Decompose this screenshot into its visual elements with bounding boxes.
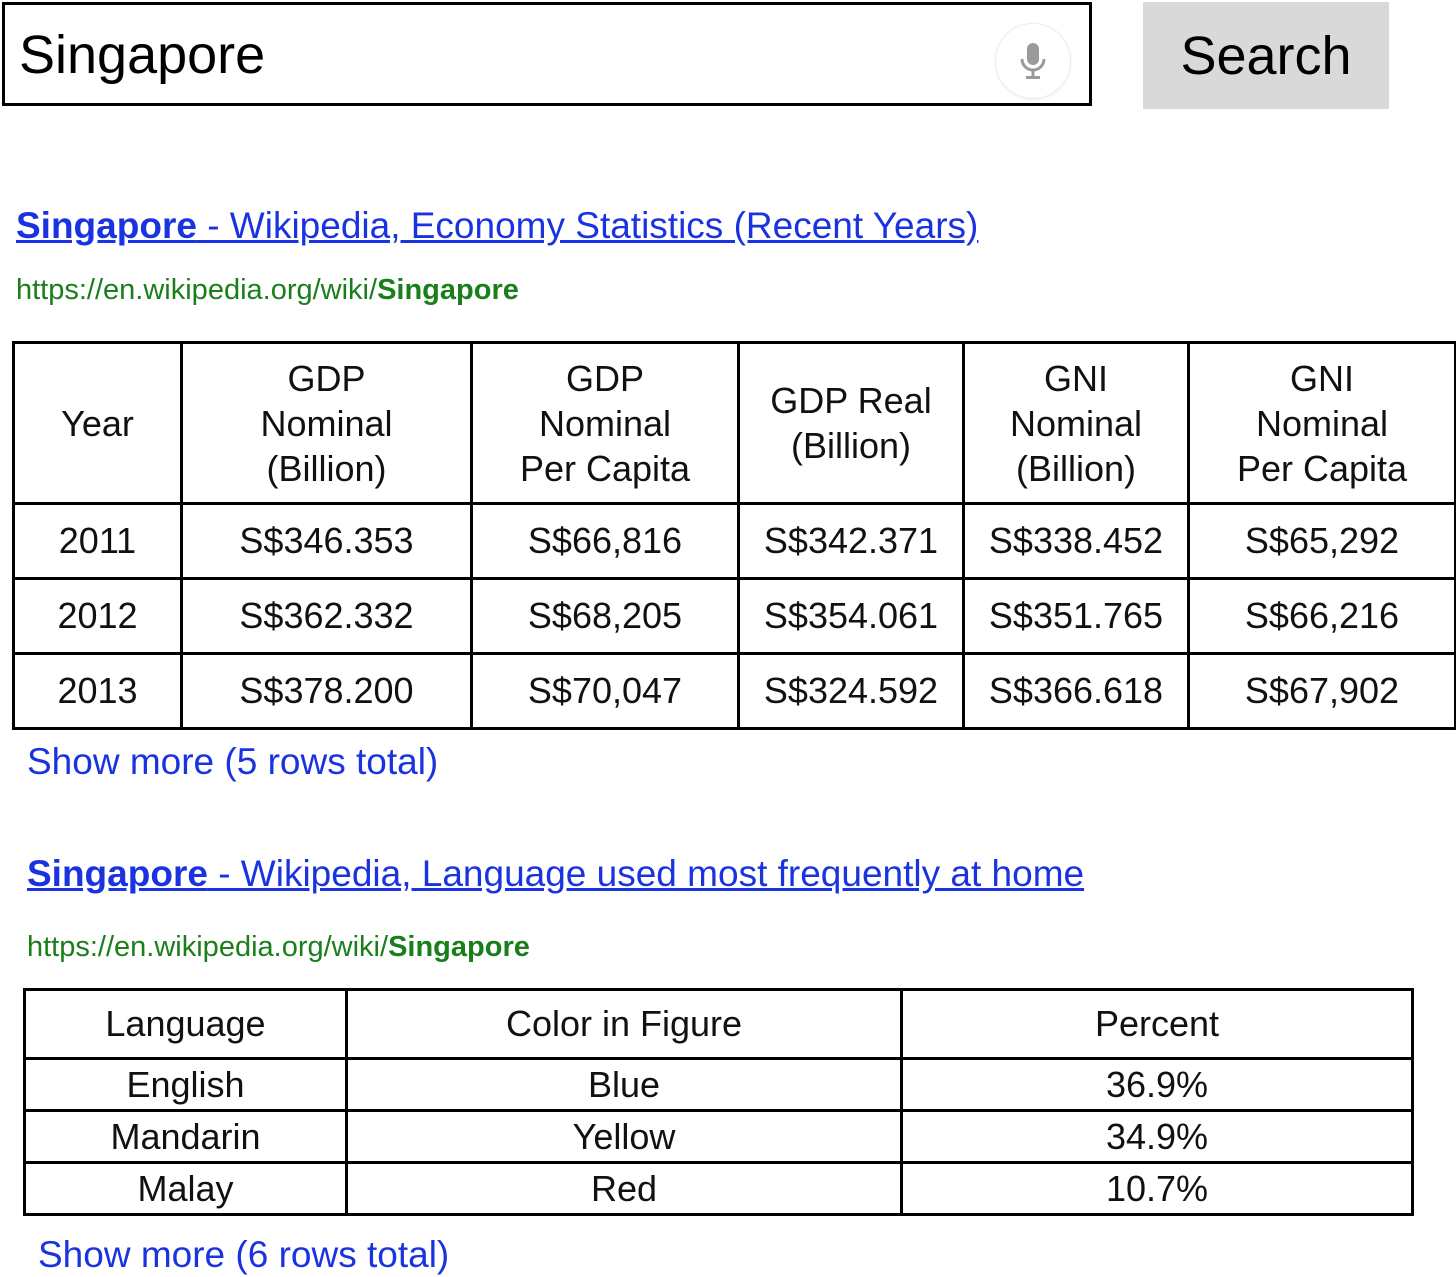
language-table: Language Color in Figure Percent English… [23, 988, 1414, 1216]
table-cell: S$66,816 [470, 502, 740, 580]
column-header-language: Language [23, 988, 348, 1060]
result-title-text: - Wikipedia, Language used most frequent… [207, 853, 1085, 894]
table-cell: Yellow [345, 1109, 903, 1164]
table-cell: Mandarin [23, 1109, 348, 1164]
table-cell: S$354.061 [737, 577, 965, 655]
table-cell: 10.7% [900, 1161, 1414, 1216]
table-cell: 2013 [12, 652, 183, 730]
column-header-gdp-real: GDP Real (Billion) [737, 341, 965, 505]
table-row: 2012 S$362.332 S$68,205 S$354.061 S$351.… [12, 577, 1456, 655]
result-url-economy: https://en.wikipedia.org/wiki/Singapore [16, 274, 519, 307]
table-cell: 2012 [12, 577, 183, 655]
result-title-economy[interactable]: Singapore - Wikipedia, Economy Statistic… [16, 205, 978, 247]
result-url-language: https://en.wikipedia.org/wiki/Singapore [27, 931, 530, 964]
result-url-keyword: Singapore [377, 274, 519, 306]
table-header-row: Language Color in Figure Percent [23, 988, 1414, 1060]
table-row: English Blue 36.9% [23, 1057, 1414, 1112]
show-more-economy-link[interactable]: Show more (5 rows total) [27, 741, 439, 782]
table-cell: English [23, 1057, 348, 1112]
result-title-keyword: Singapore [16, 205, 197, 246]
table-row: Mandarin Yellow 34.9% [23, 1109, 1414, 1164]
result-title-text: - Wikipedia, Economy Statistics (Recent … [196, 205, 979, 246]
column-header-gdp-nominal-per-capita: GDP Nominal Per Capita [470, 341, 740, 505]
search-input[interactable] [19, 25, 979, 85]
result-title-keyword: Singapore [27, 853, 208, 894]
column-header-color: Color in Figure [345, 988, 903, 1060]
result-url-keyword: Singapore [388, 931, 530, 963]
table-cell: S$378.200 [180, 652, 473, 730]
microphone-icon [1020, 43, 1046, 79]
table-cell: S$366.618 [962, 652, 1190, 730]
table-cell: Malay [23, 1161, 348, 1216]
table-row: Malay Red 10.7% [23, 1161, 1414, 1216]
economy-table: Year GDP Nominal (Billion) GDP Nominal Per C… [12, 341, 1456, 730]
result-url-prefix: https://en.wikipedia.org/wiki/ [27, 931, 389, 963]
search-box[interactable] [2, 2, 1092, 106]
search-button[interactable]: Search [1143, 2, 1389, 109]
table-cell: S$338.452 [962, 502, 1190, 580]
table-cell: 34.9% [900, 1109, 1414, 1164]
table-cell: S$67,902 [1187, 652, 1456, 730]
table-cell: S$324.592 [737, 652, 965, 730]
column-header-gni-nominal: GNI Nominal (Billion) [962, 341, 1190, 505]
table-cell: S$68,205 [470, 577, 740, 655]
table-row: 2013 S$378.200 S$70,047 S$324.592 S$366.… [12, 652, 1456, 730]
show-more-language-link[interactable]: Show more (6 rows total) [38, 1234, 450, 1275]
table-header-row: Year GDP Nominal (Billion) GDP Nominal Per C… [12, 341, 1456, 505]
table-row: 2011 S$346.353 S$66,816 S$342.371 S$338.… [12, 502, 1456, 580]
table-cell: 36.9% [900, 1057, 1414, 1112]
result-title-language[interactable]: Singapore - Wikipedia, Language used mos… [27, 853, 1084, 895]
table-cell: S$342.371 [737, 502, 965, 580]
table-cell: S$346.353 [180, 502, 473, 580]
column-header-year: Year [12, 341, 183, 505]
column-header-percent: Percent [900, 988, 1414, 1060]
table-cell: S$66,216 [1187, 577, 1456, 655]
table-cell: Blue [345, 1057, 903, 1112]
table-cell: Red [345, 1161, 903, 1216]
table-cell: S$70,047 [470, 652, 740, 730]
voice-search-button[interactable] [995, 23, 1071, 99]
column-header-gdp-nominal: GDP Nominal (Billion) [180, 341, 473, 505]
result-url-prefix: https://en.wikipedia.org/wiki/ [16, 274, 378, 306]
table-cell: S$65,292 [1187, 502, 1456, 580]
table-cell: S$362.332 [180, 577, 473, 655]
table-cell: S$351.765 [962, 577, 1190, 655]
column-header-gni-nominal-per-capita: GNI Nominal Per Capita [1187, 341, 1456, 505]
table-cell: 2011 [12, 502, 183, 580]
